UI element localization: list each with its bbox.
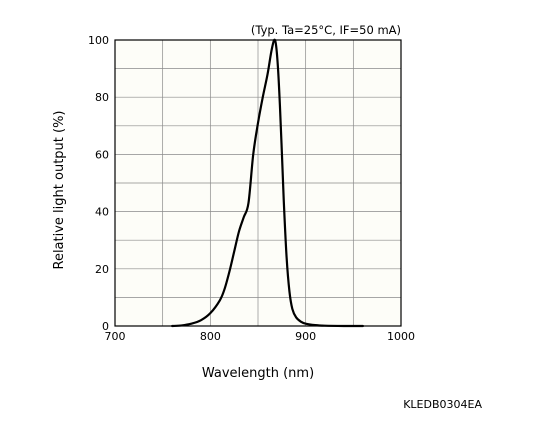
x-tick-label: 900: [295, 330, 316, 343]
x-tick-label: 1000: [387, 330, 415, 343]
x-tick-labels: 700 800 900 1000: [105, 330, 416, 343]
x-tick-label: 800: [200, 330, 221, 343]
y-tick-label: 20: [95, 263, 109, 276]
y-tick-label: 0: [102, 320, 109, 333]
y-tick-label: 80: [95, 91, 109, 104]
grid: [115, 40, 401, 326]
plot-frame: [114, 39, 402, 327]
x-axis-title: Wavelength (nm): [202, 366, 314, 381]
spectral-curve: [171, 38, 364, 328]
y-tick-label: 100: [88, 34, 109, 47]
y-axis-title: Relative light output (%): [52, 110, 67, 269]
condition-note: (Typ. Ta=25°C, IF=50 mA): [251, 23, 401, 37]
x-tick-label: 700: [105, 330, 126, 343]
figure-code: KLEDB0304EA: [403, 398, 482, 411]
y-tick-labels: 0 20 40 60 80 100: [88, 34, 109, 333]
y-tick-label: 40: [95, 206, 109, 219]
y-tick-label: 60: [95, 148, 109, 161]
